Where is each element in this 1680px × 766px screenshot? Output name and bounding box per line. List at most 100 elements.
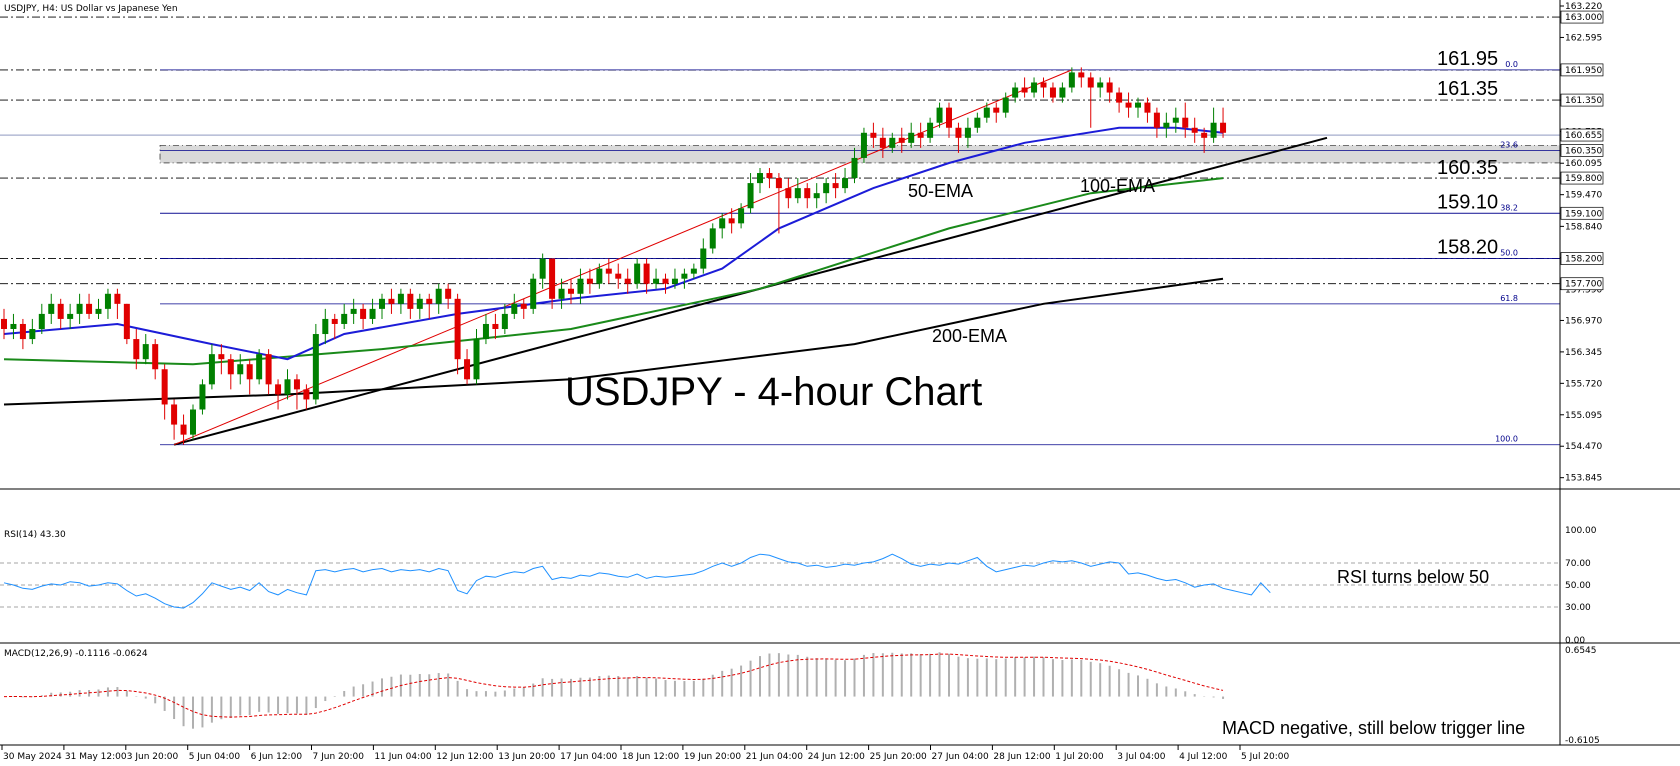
candle-body <box>171 404 178 425</box>
time-tick-label: 17 Jun 04:00 <box>560 752 617 762</box>
candle-body <box>1201 132 1208 138</box>
price-tag <box>1560 206 1604 220</box>
candle-body <box>728 218 735 224</box>
candle-body <box>369 308 376 319</box>
ema-100-label: 100-EMA <box>1080 176 1155 196</box>
time-tick-label: 21 Jun 04:00 <box>746 752 803 762</box>
candle-body <box>653 278 660 284</box>
candle-body <box>643 263 650 284</box>
candle-body <box>350 308 357 314</box>
candle-body <box>86 303 93 314</box>
candle-body <box>586 278 593 284</box>
candle-body <box>832 183 839 189</box>
level-label-5: 159.10 <box>1437 191 1498 213</box>
candle-body <box>237 364 244 375</box>
candle-body <box>199 384 206 410</box>
candle-body <box>1182 117 1189 128</box>
ema-lines <box>3 126 1224 406</box>
candle-body <box>445 288 452 299</box>
time-tick-label: 13 Jun 20:00 <box>498 752 555 762</box>
rsi-axis: 100.00 70.00 50.00 30.00 0.00 <box>1565 526 1597 646</box>
price-tick-label: 157.590 <box>1565 285 1602 295</box>
time-tick-label: 25 Jun 20:00 <box>870 752 927 762</box>
candle-body <box>681 273 688 279</box>
candle-body <box>511 303 518 314</box>
price-tick-label: 154.470 <box>1565 442 1602 452</box>
candle-body <box>48 303 55 314</box>
time-tick-label: 6 Jun 12:00 <box>251 752 303 762</box>
candle-body <box>312 334 319 400</box>
fib-trendline <box>173 69 1073 446</box>
time-tick-label: 12 Jun 12:00 <box>436 752 493 762</box>
candle-body <box>123 303 130 340</box>
time-tick-label: 5 Jun 04:00 <box>189 752 241 762</box>
candle-body <box>1106 82 1113 93</box>
fib-label-3: 50.0 <box>1500 249 1518 258</box>
level-label-4: 160.35 <box>1437 157 1498 179</box>
candle-body <box>908 132 915 143</box>
candle-body <box>284 379 291 395</box>
candle-body <box>38 313 45 330</box>
candle-body <box>690 268 697 274</box>
macd-indicator <box>3 652 1225 729</box>
candle-body <box>624 278 631 284</box>
candle-body <box>1135 102 1141 108</box>
rsi-indicator <box>0 553 1560 609</box>
candle-body <box>190 409 196 435</box>
candle-body <box>265 354 272 385</box>
fibonacci-labels: 0.0 23.6 38.2 50.0 61.8 100.0 <box>1495 60 1518 444</box>
candle-body <box>1059 87 1066 98</box>
candle-body <box>823 183 830 194</box>
rsi-tick-label: 70.00 <box>1565 559 1591 569</box>
candle-body <box>889 137 896 148</box>
macd-tick-label: -0.6105 <box>1565 736 1600 746</box>
time-tick-label: 7 Jun 20:00 <box>313 752 365 762</box>
price-tick-label: 155.095 <box>1565 411 1602 421</box>
time-tick-label: 4 Jul 12:00 <box>1179 752 1228 762</box>
candle-body <box>397 293 404 304</box>
time-axis: 30 May 2024 31 May 12:00 3 Jun 20:00 5 Jun … <box>1 745 1290 762</box>
candle-body <box>104 293 111 309</box>
candle-body <box>246 364 253 380</box>
candle-body <box>388 298 395 304</box>
candle-body <box>29 329 36 340</box>
ema-200-label: 200-EMA <box>932 326 1007 346</box>
price-tick-label: 163.220 <box>1565 2 1602 12</box>
price-tag <box>1560 252 1604 265</box>
price-tag <box>1560 277 1604 291</box>
candle-body <box>709 228 716 249</box>
candle-body <box>1068 72 1075 88</box>
candle-body <box>426 298 433 304</box>
candle-body <box>775 178 782 189</box>
candle-body <box>520 303 527 309</box>
ema-50-label: 50-EMA <box>908 181 973 201</box>
candle-body <box>813 193 820 199</box>
price-tag-label: 160.655 <box>1565 131 1602 141</box>
rsi-panel <box>0 525 1560 643</box>
candle-body <box>785 188 792 199</box>
candle-body <box>1116 92 1123 103</box>
candle-body <box>983 107 990 118</box>
candle-body <box>435 288 442 304</box>
candle-body <box>993 107 1000 113</box>
fib-label-5: 100.0 <box>1495 435 1518 444</box>
candle-body <box>19 323 26 340</box>
level-label-1: 161.95 <box>1437 48 1498 70</box>
candle-body <box>851 157 858 179</box>
candle-body <box>227 359 234 375</box>
price-tick-label: 158.840 <box>1565 222 1602 232</box>
fib-label-4: 61.8 <box>1500 294 1518 303</box>
price-tag <box>1560 128 1604 142</box>
candle-body <box>57 303 64 319</box>
candle-body <box>1 318 7 330</box>
ema-100-line <box>3 177 1224 366</box>
candle-body <box>842 178 849 189</box>
price-axis: 163.220162.595161.970161.350160.725160.0… <box>1560 2 1604 484</box>
candle-body <box>974 117 981 128</box>
time-tick-label: 5 Jul 20:00 <box>1241 752 1290 762</box>
panel-frame <box>0 0 1680 746</box>
candle-body <box>766 173 773 179</box>
candle-body <box>293 379 300 390</box>
rsi-line <box>3 553 1271 609</box>
